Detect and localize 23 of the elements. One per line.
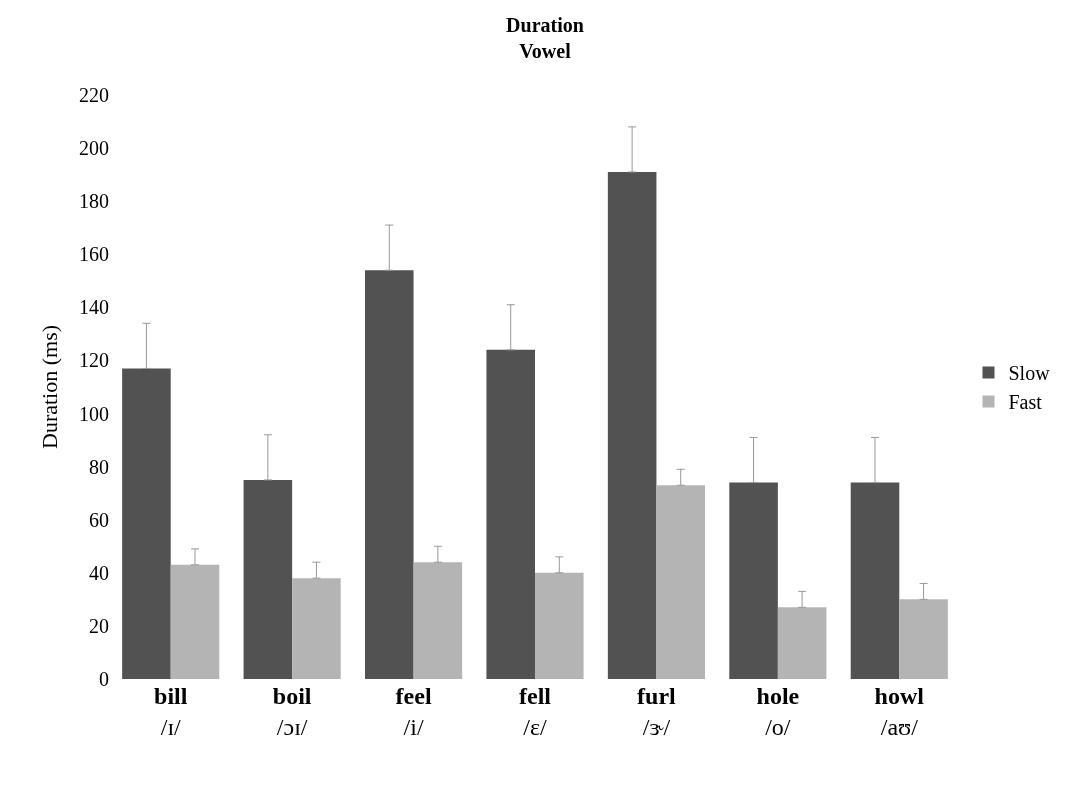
y-axis-title: Duration (ms)	[36, 324, 62, 450]
x-tick-label: bill /ɪ/	[154, 683, 188, 741]
x-tick-label: feel /i/	[395, 683, 432, 741]
y-tick-label: 160	[79, 243, 109, 266]
y-tick-label: 60	[89, 508, 109, 531]
y-tick-label: 220	[79, 84, 109, 106]
x-tick-label: howl /aʊ/	[874, 683, 925, 741]
legend-label: Fast	[1008, 391, 1043, 414]
y-tick-label: 200	[79, 137, 109, 160]
y-tick-label: 120	[79, 349, 109, 372]
y-tick-label: 20	[89, 614, 109, 637]
x-tick-label: fell /ɛ/	[519, 683, 552, 741]
y-tick-label: 100	[79, 402, 109, 425]
x-tick-label: boil /ɔɪ/	[272, 683, 312, 741]
y-tick-label: 140	[79, 296, 109, 319]
x-tick-label: furl /ɝ/	[637, 683, 677, 741]
y-tick-label: 180	[79, 190, 109, 213]
y-tick-label: 40	[89, 561, 109, 584]
chart-title: Duration Vowel	[506, 13, 584, 62]
x-tick-label: hole /o/	[756, 683, 800, 741]
y-tick-label: 0	[99, 668, 109, 690]
legend-label: Slow	[1008, 362, 1051, 385]
y-tick-label: 80	[89, 455, 109, 478]
